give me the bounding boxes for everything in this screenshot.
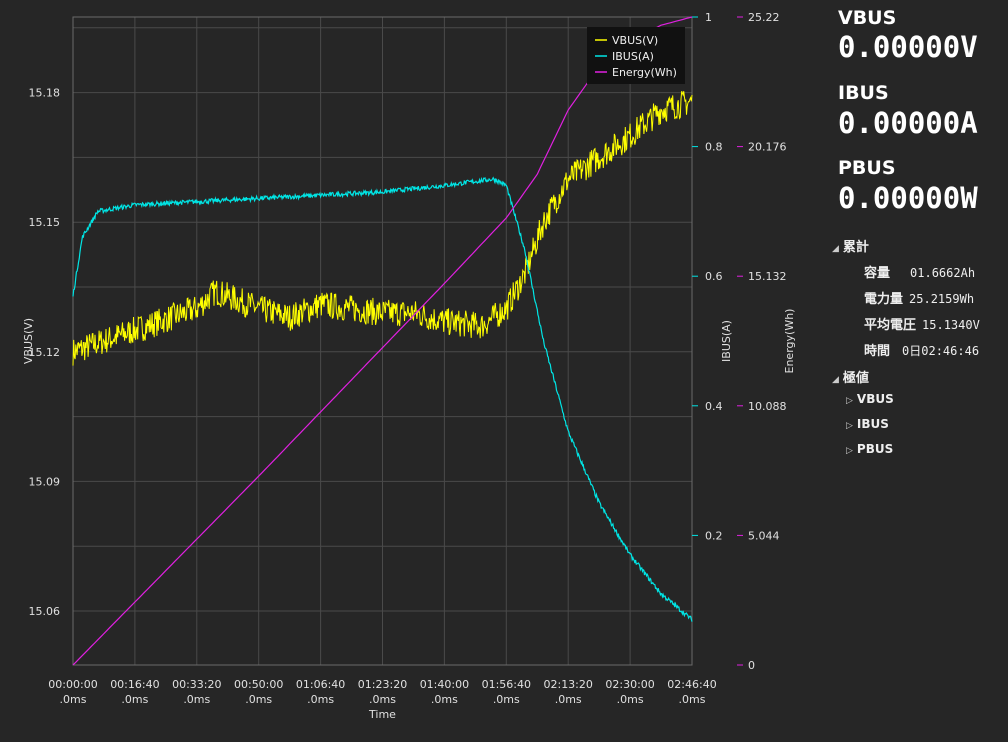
time-value: 0日02:46:46 (902, 344, 980, 358)
y-left-tick-label: 15.09 (29, 475, 61, 488)
pbus-label: PBUS (838, 157, 896, 179)
x-tick-label: .0ms (60, 693, 87, 706)
x-tick-label: .0ms (183, 693, 210, 706)
tree-item-label: IBUS (856, 417, 889, 431)
y-right2-axis-label: Energy(Wh) (783, 309, 796, 374)
x-tick-label: .0ms (617, 693, 644, 706)
cumulative-label: 累計 (842, 240, 869, 255)
triangle-right-icon[interactable]: ▷ (846, 446, 853, 456)
triangle-down-icon[interactable]: ◢ (832, 375, 839, 385)
stat-energy: 電力量 25.2159Wh (864, 288, 974, 307)
tree-cumulative[interactable]: ◢ 累計 (832, 236, 869, 255)
tree-extremes[interactable]: ◢ 極値 (832, 367, 869, 386)
tree-item-vbus[interactable]: ▷ VBUS (846, 392, 894, 406)
extremes-label: 極値 (842, 371, 869, 386)
triangle-right-icon[interactable]: ▷ (846, 396, 853, 406)
y-left-axis-label: VBUS(V) (22, 318, 35, 364)
tree-item-ibus[interactable]: ▷ IBUS (846, 417, 889, 431)
x-tick-label: .0ms (679, 693, 706, 706)
y-left-tick-label: 15.06 (29, 605, 61, 618)
y-right1-axis-label: IBUS(A) (720, 320, 733, 362)
legend: VBUS(V) IBUS(A) Energy(Wh) (587, 27, 685, 84)
triangle-right-icon[interactable]: ▷ (846, 421, 853, 431)
x-tick-label: .0ms (369, 693, 396, 706)
ibus-label: IBUS (838, 82, 889, 104)
y-right1-tick-label: 0.4 (705, 400, 723, 413)
time-label: 時間 (864, 344, 891, 359)
x-tick-label: .0ms (245, 693, 272, 706)
legend-entry: Energy(Wh) (612, 66, 677, 79)
x-tick-label: 01:23:20 (358, 678, 407, 691)
series-line (72, 91, 693, 366)
tree-item-pbus[interactable]: ▷ PBUS (846, 442, 893, 456)
y-right1-tick-label: 0.8 (705, 141, 723, 154)
triangle-down-icon[interactable]: ◢ (832, 244, 839, 254)
stat-time: 時間 0日02:46:46 (864, 340, 979, 359)
y-right2-tick-label: 10.088 (748, 400, 787, 413)
x-tick-label: .0ms (121, 693, 148, 706)
y-right2-tick-label: 5.044 (748, 529, 780, 542)
x-tick-label: 01:40:00 (420, 678, 469, 691)
capacity-label: 容量 (864, 266, 891, 281)
x-tick-label: 00:33:20 (172, 678, 221, 691)
x-tick-label: 01:06:40 (296, 678, 345, 691)
x-tick-label: .0ms (307, 693, 334, 706)
x-tick-label: .0ms (431, 693, 458, 706)
pbus-value: 0.00000W (838, 181, 978, 215)
vbus-value: 0.00000V (838, 30, 978, 64)
y-left-tick-label: 15.15 (29, 216, 61, 229)
y-right2-tick-label: 0 (748, 659, 755, 672)
x-tick-label: 00:00:00 (48, 678, 97, 691)
x-tick-label: 00:50:00 (234, 678, 283, 691)
x-axis-label: Time (368, 708, 396, 721)
avgvolt-label: 平均電圧 (864, 318, 917, 333)
grid (72, 16, 693, 666)
tree-item-label: VBUS (856, 392, 894, 406)
stat-capacity: 容量 01.6662Ah (864, 262, 975, 281)
side-panel: VBUS 0.00000V IBUS 0.00000A PBUS 0.00000… (832, 0, 1008, 742)
x-tick-label: .0ms (493, 693, 520, 706)
y-left-tick-label: 15.18 (29, 87, 61, 100)
chart-area[interactable]: 15.06 15.09 15.12 15.15 15.18 VBUS(V) 0.2 0.4 0.… (0, 0, 830, 742)
x-tick-label: 02:13:20 (543, 678, 592, 691)
tree-item-label: PBUS (856, 442, 894, 456)
x-tick-label: .0ms (555, 693, 582, 706)
stat-average-voltage: 平均電圧 15.1340V (864, 314, 980, 333)
y-right1-tick-label: 1 (705, 11, 712, 24)
axes: 15.06 15.09 15.12 15.15 15.18 VBUS(V) 0.2 0.4 0.… (22, 11, 796, 721)
x-tick-label: 00:16:40 (110, 678, 159, 691)
x-tick-label: 02:30:00 (605, 678, 654, 691)
vbus-label: VBUS (838, 7, 897, 29)
avgvolt-value: 15.1340V (922, 318, 980, 332)
ibus-value: 0.00000A (838, 106, 978, 140)
series-line (72, 176, 693, 622)
y-left-tick-label: 15.12 (29, 346, 61, 359)
x-tick-label: 01:56:40 (482, 678, 531, 691)
y-right1-tick-label: 0.2 (705, 529, 723, 542)
y-right2-tick-label: 25.22 (748, 11, 780, 24)
y-right1-tick-label: 0.6 (705, 270, 723, 283)
y-right2-tick-label: 15.132 (748, 270, 787, 283)
capacity-value: 01.6662Ah (910, 266, 976, 280)
energy-label: 電力量 (864, 292, 904, 307)
x-tick-label: 02:46:40 (667, 678, 716, 691)
legend-entry: IBUS(A) (612, 50, 654, 63)
energy-value: 25.2159Wh (909, 292, 975, 306)
y-right2-tick-label: 20.176 (748, 141, 787, 154)
legend-entry: VBUS(V) (612, 34, 658, 47)
plot-border (72, 16, 693, 666)
